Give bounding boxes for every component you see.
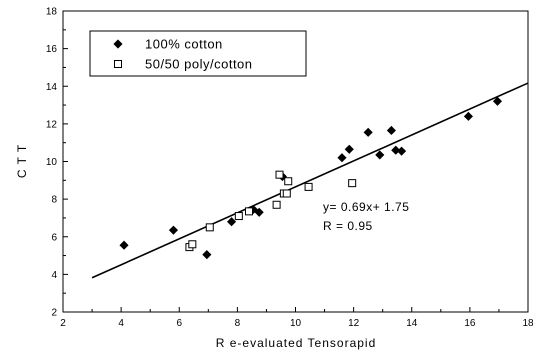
y-tick-label: 4 xyxy=(51,270,57,281)
point-100-cotton xyxy=(386,125,396,136)
point-100-cotton xyxy=(337,153,347,163)
series-2 xyxy=(185,170,357,252)
legend: 100% cotton 50/50 poly/cotton xyxy=(89,30,307,77)
y-tick-label: 12 xyxy=(46,119,58,130)
y-tick-label: 10 xyxy=(46,157,58,168)
point-100-cotton xyxy=(168,225,179,235)
y-axis-ticks: 2 4 6 8 10 12 14 16 18 xyxy=(46,7,68,319)
point-100-cotton xyxy=(492,96,503,106)
point-50-50-poly-cotton xyxy=(275,170,284,179)
x-axis-ticks: 2 4 6 8 10 12 14 16 18 xyxy=(60,307,534,329)
y-axis-title: C T T xyxy=(15,144,29,178)
point-50-50-poly-cotton xyxy=(304,182,313,191)
regression-line xyxy=(91,82,529,279)
x-tick-label: 16 xyxy=(464,318,476,329)
point-100-cotton xyxy=(202,250,212,260)
legend-marker xyxy=(113,39,123,49)
x-tick-label: 14 xyxy=(406,318,418,329)
x-tick-label: 6 xyxy=(176,318,182,329)
legend-box xyxy=(89,30,307,77)
legend-label: 100% cotton xyxy=(145,37,223,52)
legend-label: 50/50 poly/cotton xyxy=(145,57,253,72)
series-1 xyxy=(119,96,503,260)
x-tick-label: 2 xyxy=(60,318,66,329)
regression-line-group xyxy=(91,82,529,279)
fit-r-value: R = 0.95 xyxy=(323,219,373,233)
x-axis-title: R e-evaluated Tensorapid xyxy=(216,336,377,350)
point-100-cotton xyxy=(375,150,385,160)
point-100-cotton xyxy=(119,240,129,250)
point-50-50-poly-cotton xyxy=(234,212,243,221)
y-tick-label: 8 xyxy=(51,195,57,206)
x-tick-label: 10 xyxy=(290,318,302,329)
x-tick-label: 18 xyxy=(522,318,534,329)
data-points xyxy=(119,96,503,260)
point-50-50-poly-cotton xyxy=(245,207,253,216)
point-100-cotton xyxy=(391,145,401,155)
point-50-50-poly-cotton xyxy=(282,189,291,198)
x-tick-label: 4 xyxy=(118,318,124,329)
fit-equation: y= 0.69x+ 1.75 xyxy=(323,200,409,214)
y-tick-label: 18 xyxy=(46,7,58,18)
y-tick-label: 2 xyxy=(51,308,57,319)
legend-marker xyxy=(114,60,122,68)
y-tick-label: 16 xyxy=(46,44,58,55)
point-100-cotton xyxy=(344,144,354,154)
point-50-50-poly-cotton xyxy=(188,240,197,249)
point-100-cotton xyxy=(397,146,407,156)
point-100-cotton xyxy=(254,207,264,217)
x-tick-label: 8 xyxy=(235,318,241,329)
point-100-cotton xyxy=(226,217,237,227)
point-50-50-poly-cotton xyxy=(205,223,214,232)
point-100-cotton xyxy=(463,111,473,121)
point-50-50-poly-cotton xyxy=(348,179,357,188)
x-tick-label: 12 xyxy=(348,318,360,329)
point-50-50-poly-cotton xyxy=(272,200,281,209)
y-tick-label: 14 xyxy=(46,82,58,93)
point-50-50-poly-cotton xyxy=(284,177,293,186)
point-100-cotton xyxy=(363,127,373,137)
y-tick-label: 6 xyxy=(51,232,57,243)
